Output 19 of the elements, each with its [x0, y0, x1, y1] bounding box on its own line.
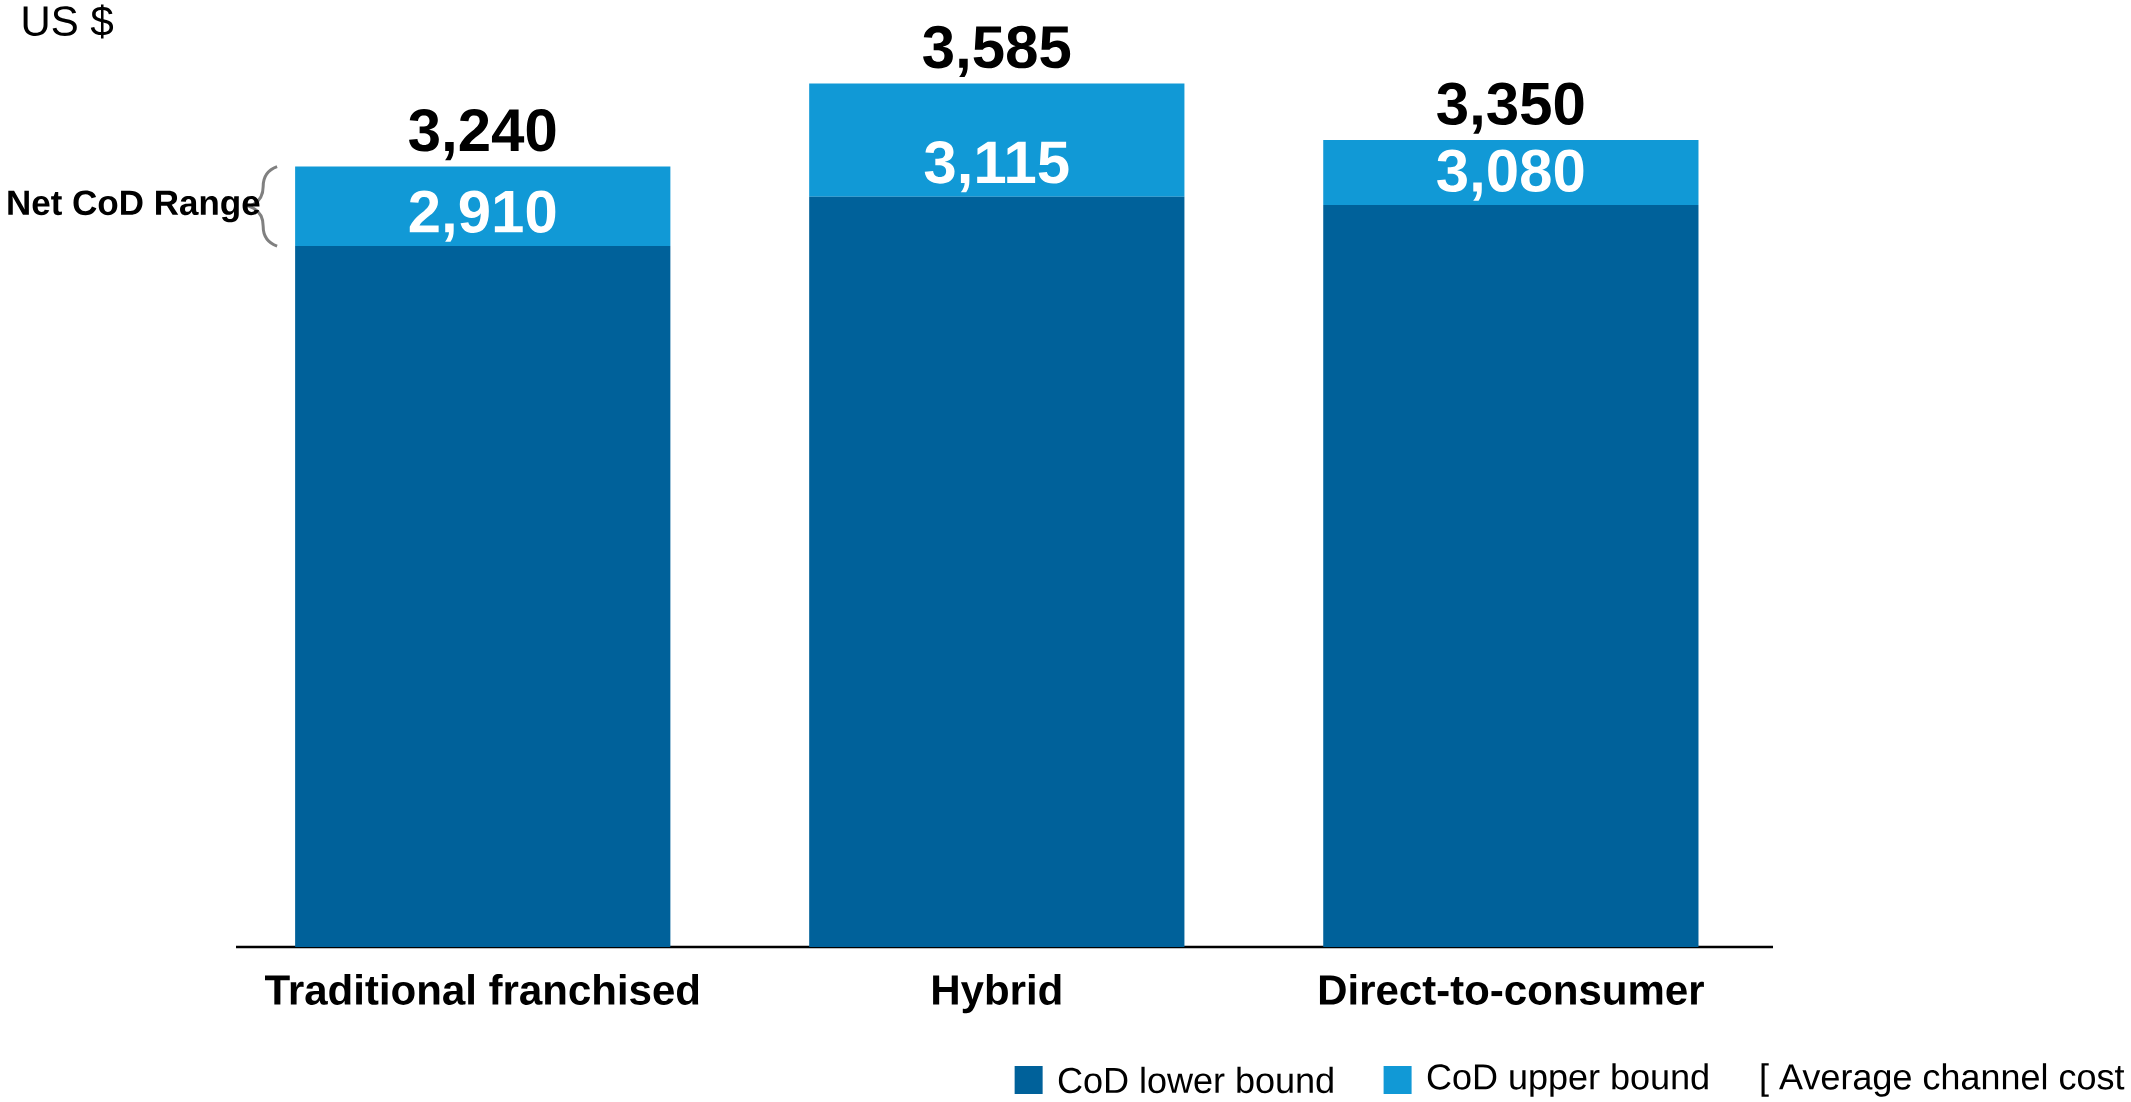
bar [809, 83, 1185, 197]
data-label: 3,080 [1437, 149, 1584, 201]
data-label: 2,910 [409, 190, 556, 242]
total-label: 3,350 [1437, 82, 1584, 134]
x-tick-label: Traditional franchised [265, 974, 699, 1005]
bar [295, 166, 671, 247]
data-label: 3,115 [924, 141, 1069, 193]
total-label: 3,585 [923, 25, 1071, 78]
x-tick-label: Direct-to-consumer [1319, 974, 1704, 1005]
bar [295, 246, 671, 947]
bar [1323, 205, 1699, 947]
total-label: 3,240 [409, 108, 556, 161]
legend-label: CoD lower bound [1058, 1066, 1333, 1094]
text: US $ [23, 4, 114, 39]
annotation: Net CoD Range [8, 190, 260, 223]
text: [ Average channel cost [1761, 1063, 2125, 1097]
bar [809, 196, 1185, 947]
x-tick-label: Hybrid [933, 974, 1061, 1014]
legend-label: CoD upper bound [1427, 1063, 1708, 1097]
